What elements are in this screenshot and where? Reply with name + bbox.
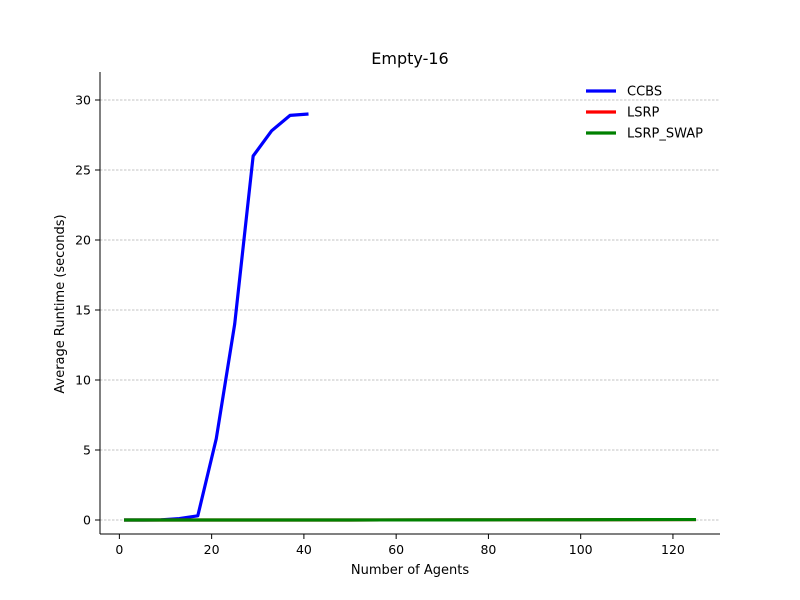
y-tick-label: 5 xyxy=(83,443,91,458)
x-tick-label: 0 xyxy=(115,542,123,557)
x-tick-label: 100 xyxy=(569,542,593,557)
x-tick-label: 60 xyxy=(388,542,404,557)
legend-label: CCBS xyxy=(627,85,662,100)
x-tick-label: 20 xyxy=(204,542,220,557)
x-tick-label: 80 xyxy=(480,542,496,557)
x-axis-title: Number of Agents xyxy=(351,563,469,578)
x-tick-label: 120 xyxy=(661,542,685,557)
y-tick-label: 0 xyxy=(83,513,91,528)
y-tick-label: 25 xyxy=(75,163,91,178)
series-layer xyxy=(123,112,697,522)
y-tick-label: 20 xyxy=(75,233,91,248)
y-tick-label: 15 xyxy=(75,303,91,318)
y-tick-label: 10 xyxy=(75,373,91,388)
legend-label: LSRP_SWAP xyxy=(627,127,703,142)
legend: CCBS LSRP LSRP_SWAP xyxy=(586,85,703,142)
ticks: 0 5 10 15 20 25 30 0 20 40 60 80 100 120 xyxy=(75,93,685,558)
grid xyxy=(100,99,720,521)
y-axis-title: Average Runtime (seconds) xyxy=(53,214,68,393)
x-tick-label: 40 xyxy=(296,542,312,557)
chart-title: Empty-16 xyxy=(371,49,448,68)
y-tick-label: 30 xyxy=(75,93,91,108)
legend-label: LSRP xyxy=(627,106,660,121)
axes xyxy=(99,72,720,535)
